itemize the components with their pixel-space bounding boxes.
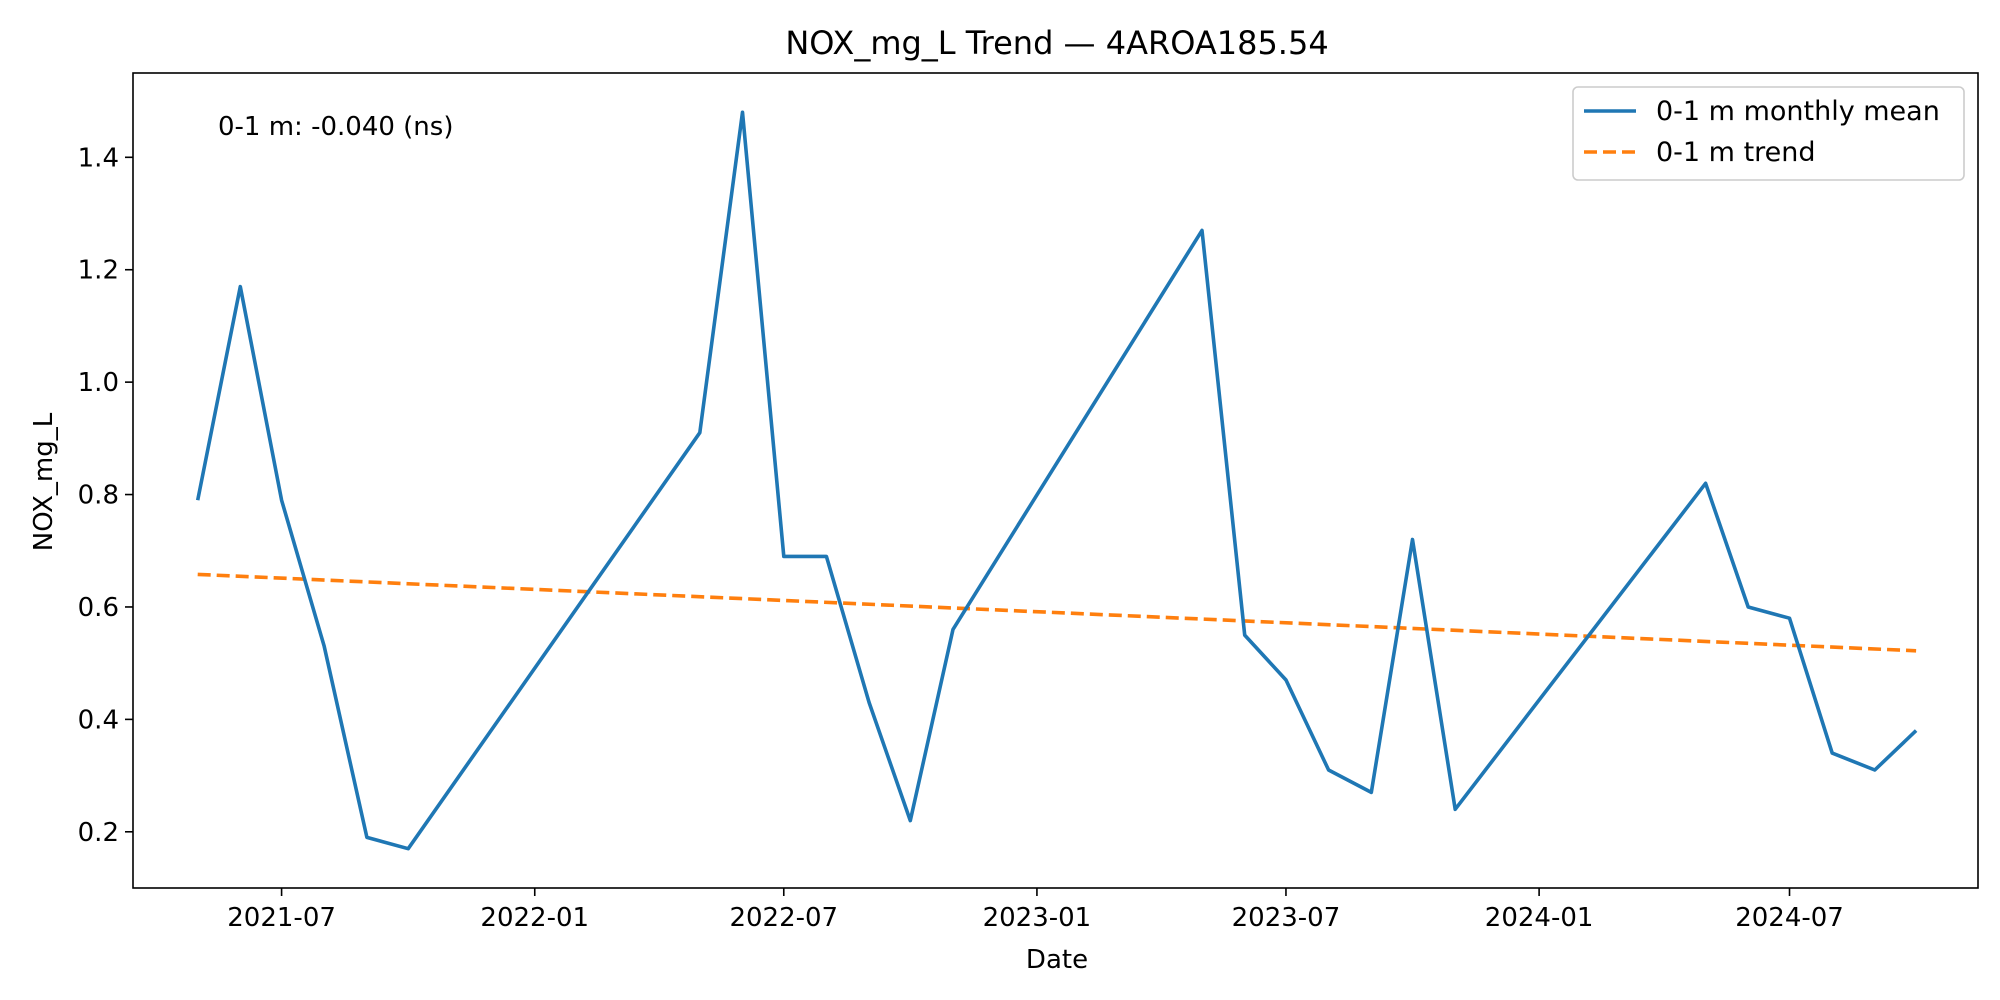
x-tick-label: 2023-01 <box>983 903 1092 933</box>
x-tick-label: 2022-07 <box>729 903 838 933</box>
legend: 0-1 m monthly mean 0-1 m trend <box>1572 86 1965 181</box>
series-line-0-1-m-trend <box>197 572 1917 653</box>
y-tick-label: 0.8 <box>78 481 119 511</box>
x-tick-label: 2022-01 <box>480 903 589 933</box>
y-tick-label: 0.6 <box>78 593 119 623</box>
trend-annotation: 0-1 m: -0.040 (ns) <box>218 112 453 142</box>
x-tick-label: 2023-07 <box>1232 903 1341 933</box>
legend-label: 0-1 m trend <box>1656 137 1816 168</box>
series-line-0-1-m-monthly-mean <box>195 110 1918 851</box>
x-tick-label: 2024-01 <box>1485 903 1594 933</box>
plot-area: 2021-07 2022-01 2022-07 2023-01 2023-07 2024-… <box>78 72 1979 933</box>
x-tick-label: 2024-07 <box>1735 903 1844 933</box>
chart-title: NOX_mg_L Trend — 4AROA185.54 <box>785 24 1328 62</box>
legend-box <box>1572 86 1965 181</box>
x-tick-label: 2021-07 <box>227 903 336 933</box>
y-tick-label: 0.2 <box>78 818 119 848</box>
y-tick-label: 1.2 <box>78 256 119 286</box>
y-tick-label: 1.4 <box>78 143 119 173</box>
y-tick-label: 0.4 <box>78 705 119 735</box>
y-tick-label: 1.0 <box>78 368 119 398</box>
x-axis-label: Date <box>1026 945 1088 975</box>
y-axis-label: NOX_mg_L <box>29 412 59 551</box>
plot-frame <box>132 72 1979 889</box>
legend-label: 0-1 m monthly mean <box>1656 96 1940 127</box>
